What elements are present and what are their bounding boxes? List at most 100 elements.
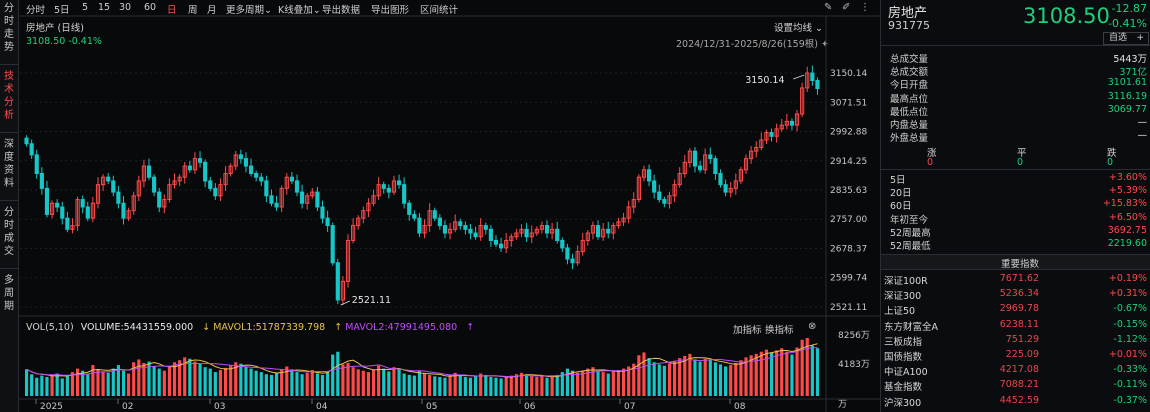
volume-bar <box>70 372 75 396</box>
index-row[interactable]: 深证100R 7671.62 +0.19% <box>881 273 1150 287</box>
volume-bar <box>132 362 136 396</box>
index-price: 225.09 <box>1005 349 1039 360</box>
candle-body <box>595 225 601 238</box>
period-tab-9[interactable]: 更多周期⌄ <box>226 5 272 16</box>
volume-bar <box>453 372 457 396</box>
volume-bar <box>739 360 743 396</box>
period-tab-12[interactable]: 导出图形 <box>371 5 410 16</box>
period-tab-2[interactable]: 5 <box>82 2 89 13</box>
index-row[interactable]: 基金指数 7088.21 -0.11% <box>881 379 1150 393</box>
candle-body <box>85 206 90 219</box>
candle-body <box>672 184 677 197</box>
volume-bar <box>422 372 427 396</box>
index-row[interactable]: 国债指数 225.09 +0.01% <box>881 349 1150 363</box>
candle-body <box>197 158 203 163</box>
candle-body <box>106 176 111 182</box>
volume-bar <box>805 338 809 396</box>
candle-body <box>361 210 366 219</box>
index-row[interactable]: 深证300 5236.34 +0.31% <box>881 288 1150 302</box>
close-icon[interactable]: ⊗ <box>808 321 817 332</box>
period-value: 2219.60 <box>1107 238 1147 249</box>
candle-body <box>677 172 682 186</box>
divider <box>881 169 1150 170</box>
candle-body <box>427 210 432 227</box>
candle-body <box>437 217 442 227</box>
candle-body <box>146 165 152 178</box>
period-tab-4[interactable]: 30 <box>119 2 132 13</box>
volume-bar <box>295 372 299 396</box>
candle-body <box>55 202 60 208</box>
nav-tab-4[interactable]: 多周期 <box>0 274 18 313</box>
paint-brush-icon[interactable]: ✎ <box>824 2 833 13</box>
candle-body <box>692 150 698 167</box>
period-tab-10[interactable]: K线叠加⌄ <box>278 5 321 16</box>
more-dots-icon[interactable]: ⋮ <box>860 2 870 13</box>
candle-body <box>345 239 351 282</box>
index-price: 7671.62 <box>999 273 1039 284</box>
volume-bar <box>259 372 263 396</box>
volume-bar <box>683 355 687 396</box>
period-tab-11[interactable]: 导出数据 <box>322 5 361 16</box>
ma-settings-button[interactable]: 设置均线 ⌄ <box>774 23 824 34</box>
candle-body <box>167 184 172 201</box>
index-row[interactable]: 三板成指 751.29 -1.12% <box>881 334 1150 348</box>
volume-bar <box>667 363 672 396</box>
add-icon: + <box>1136 33 1144 43</box>
pin-icon[interactable]: ✦ <box>820 39 829 50</box>
volume-bar <box>203 367 207 396</box>
candle-body <box>152 176 157 193</box>
volume-bar <box>790 354 794 396</box>
volume-bar <box>193 361 197 396</box>
candle-body <box>488 228 493 241</box>
stat-label: 最低点位 <box>890 106 929 118</box>
index-row[interactable]: 上证50 2969.78 -0.67% <box>881 303 1150 317</box>
add-indicator-button[interactable]: 加指标 <box>733 325 762 336</box>
breadth-value: 0 <box>927 157 934 168</box>
volume-bar <box>555 374 559 396</box>
index-price: 5236.34 <box>999 288 1039 300</box>
stat-value: — <box>1137 130 1148 142</box>
period-tab-1[interactable]: 5日 <box>54 5 70 16</box>
candle-body <box>749 150 754 160</box>
volume-bar <box>672 360 677 396</box>
nav-tab-1[interactable]: 技术分析 <box>0 70 18 122</box>
nav-tab-3[interactable]: 分时成交 <box>0 206 18 258</box>
index-row[interactable]: 东方财富全A 6238.11 -0.15% <box>881 319 1150 333</box>
period-tab-3[interactable]: 15 <box>98 2 111 13</box>
period-tab-8[interactable]: 月 <box>207 5 217 16</box>
index-row[interactable]: 沪深300 4452.59 -0.37% <box>881 395 1150 409</box>
period-tab-6[interactable]: 日 <box>167 5 177 16</box>
candle-body <box>371 195 376 204</box>
volume-bar <box>795 347 799 396</box>
candle-body <box>162 199 167 208</box>
candle-body <box>504 239 509 249</box>
nav-tab-2[interactable]: 深度资料 <box>0 138 18 190</box>
volume-bar <box>218 370 223 396</box>
watchlist-button[interactable]: 自选 + <box>1103 32 1149 45</box>
index-name: 基金指数 <box>884 382 923 394</box>
candle-body <box>601 228 606 238</box>
nav-tab-char: 术 <box>4 84 14 95</box>
candle-body <box>111 180 116 193</box>
volume-bar <box>657 364 661 396</box>
kline-chart[interactable]: 3150.14 3071.51 2992.88 2914.25 2835.63 2757.… <box>18 0 880 412</box>
vol-title: VOL(5,10) <box>26 322 74 333</box>
period-tab-5[interactable]: 60 <box>144 2 157 13</box>
arrow-up-icon: ↑ <box>334 322 343 333</box>
index-row[interactable]: 中证A100 4217.08 -0.33% <box>881 364 1150 378</box>
period-tab-0[interactable]: 分时 <box>26 5 46 16</box>
volume-bar <box>810 345 814 396</box>
volume-bar <box>223 367 228 396</box>
nav-tab-0[interactable]: 分时走势 <box>0 2 18 54</box>
index-name: 深证300 <box>884 291 922 303</box>
volume-bar <box>693 359 697 396</box>
quote-change: -12.87 <box>1111 2 1147 15</box>
period-tab-7[interactable]: 周 <box>188 5 198 16</box>
nav-tab-char: 时 <box>4 220 14 231</box>
volume-bar <box>50 374 54 396</box>
candle-body <box>44 187 50 215</box>
volume-bar <box>479 373 483 396</box>
period-tab-13[interactable]: 区间统计 <box>420 5 459 16</box>
pen-icon[interactable]: ✐ <box>842 2 851 13</box>
switch-indicator-button[interactable]: 换指标 <box>765 325 794 336</box>
